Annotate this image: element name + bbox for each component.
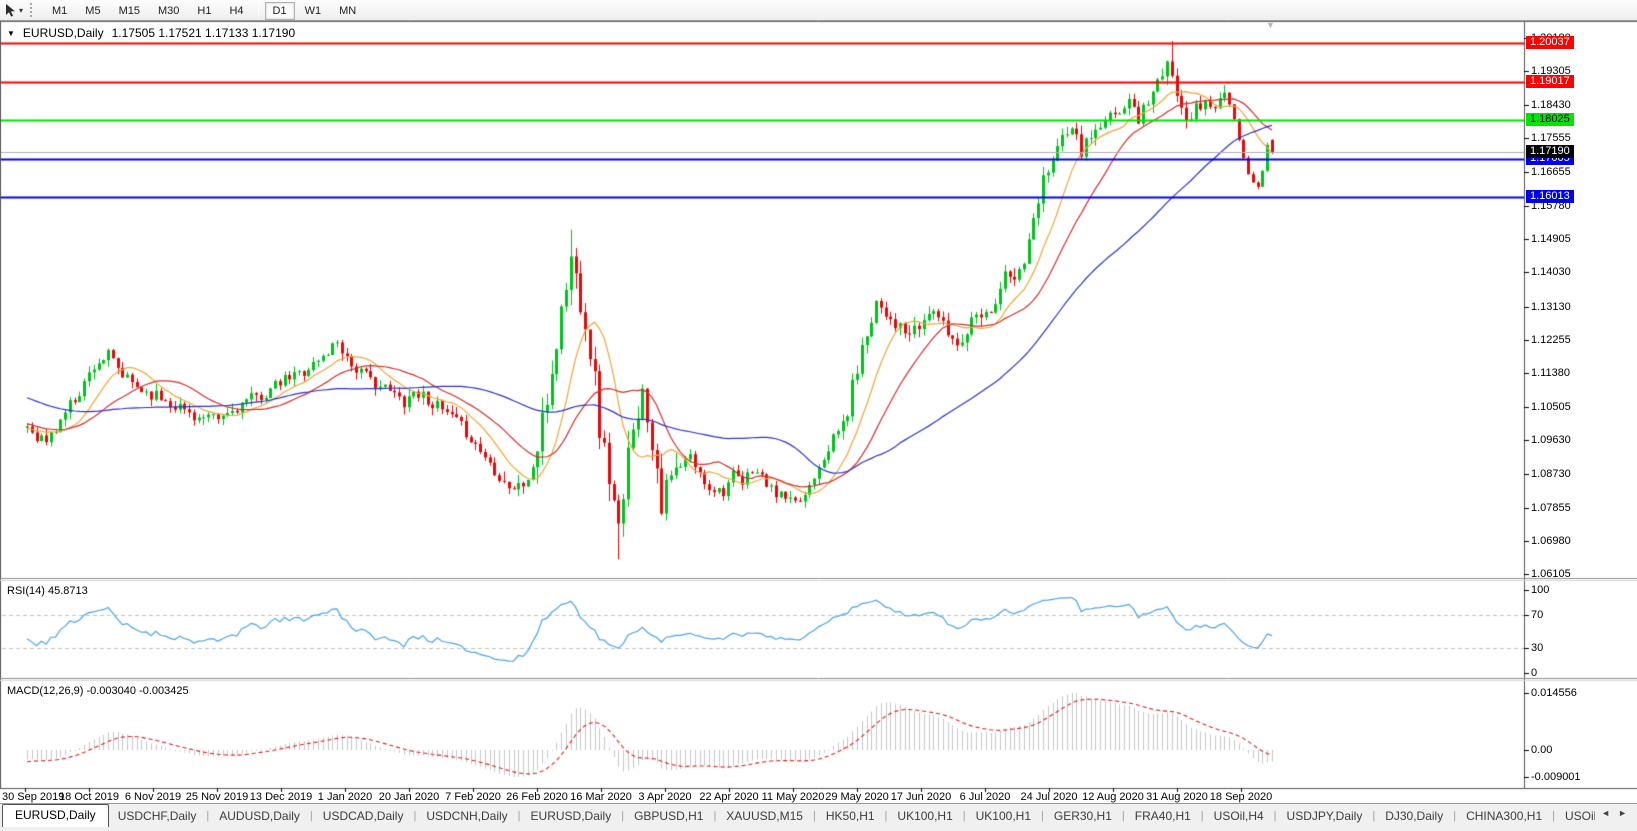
timeframe-button-h4[interactable]: H4 [229,4,244,17]
tab-separator: | [309,809,313,822]
chart-tab-audusd-daily[interactable]: AUDUSD,Daily [219,809,300,823]
tab-separator: | [713,809,717,822]
toolbar-grip[interactable] [30,3,37,17]
timeframe-button-h1[interactable]: H1 [197,4,212,17]
chart-tab-usdjpy-daily[interactable]: USDJPY,Daily [1286,809,1363,823]
chart-tabs: EURUSD,Daily USDCHF,Daily | AUDUSD,Daily | US… [0,804,1595,827]
chart-tab-ger30-h1[interactable]: GER30,H1 [1053,809,1112,823]
chart-shift-marker: ▼ [1266,20,1275,30]
chart-tab-dj30-daily[interactable]: DJ30,Daily [1385,809,1444,823]
pointer-tool-icon[interactable] [2,2,18,18]
tab-separator: | [962,809,966,822]
timeframe-button-m30[interactable]: M30 [157,4,180,17]
timeframe-button-mn[interactable]: MN [339,4,357,17]
tab-separator: | [1372,809,1376,822]
chart-tab-uk100-h1[interactable]: UK100,H1 [897,809,953,823]
tab-separator: | [206,809,210,822]
chart-tab-eurusd-daily[interactable]: EURUSD,Daily [2,804,109,827]
chart-symbol-label: EURUSD,Daily [22,26,104,40]
chart-tab-hk50-h1[interactable]: HK50,H1 [825,809,875,823]
chart-tab-usdchf-daily[interactable]: USDCHF,Daily [117,809,197,823]
tab-separator: | [884,809,888,822]
chart-tab-china300-h1[interactable]: CHINA300,H1 [1466,809,1543,823]
chart-tab-eurusd-daily[interactable]: EURUSD,Daily [530,809,612,823]
tab-separator: | [621,809,625,822]
chart-tab-usdcad-daily[interactable]: USDCAD,Daily [322,809,404,823]
tab-separator: | [1552,809,1555,822]
chart-title: ▼ EURUSD,Daily 1.17505 1.17521 1.17133 1… [7,26,295,40]
timeframe-button-m5[interactable]: M5 [85,4,101,17]
chart-ohlc-values: 1.17505 1.17521 1.17133 1.17190 [111,26,296,40]
rsi-label: RSI(14) 45.8713 [7,585,88,597]
tab-scroll-arrows: ◄ ► [1595,804,1637,818]
timeframe-button-d1[interactable]: D1 [264,1,295,20]
chart-tab-uk100-h1[interactable]: UK100,H1 [975,809,1032,823]
tab-separator: | [1453,809,1457,822]
tab-separator: | [812,809,816,822]
chart-tab-bar: EURUSD,Daily USDCHF,Daily | AUDUSD,Daily | US… [0,803,1637,831]
timeframe-button-w1[interactable]: W1 [304,4,322,17]
tab-scroll-right-icon[interactable]: ► [1618,808,1627,818]
chart-tab-usdcnh-daily[interactable]: USDCNH,Daily [426,809,508,823]
toolbar-separator [257,0,259,18]
pointer-dropdown-caret-icon[interactable]: ▾ [19,5,24,15]
tab-separator: | [1041,809,1044,822]
timeframe-button-m1[interactable]: M1 [52,4,68,17]
timeframe-button-m15[interactable]: M15 [118,4,140,17]
chart-tab-usoil-h4[interactable]: USOil,H4 [1213,809,1264,823]
tab-separator: | [517,809,521,822]
chart-tab-usoil-h[interactable]: USOil,H [1564,809,1596,823]
tab-separator: | [1121,809,1125,822]
timeframe-toolbar: ▾ M1 M5 M15 M30 H1 H4 D1 W1 MN [0,0,1637,21]
tab-separator: | [413,809,417,822]
chart-tab-fra40-h1[interactable]: FRA40,H1 [1134,809,1191,823]
chart-tab-xauusd-m15[interactable]: XAUUSD,M15 [726,809,803,823]
symbol-caret-icon[interactable]: ▼ [7,28,15,38]
macd-label: MACD(12,26,9) -0.003040 -0.003425 [7,685,189,697]
tab-scroll-left-icon[interactable]: ◄ [1601,808,1611,818]
chart-tab-gbpusd-h1[interactable]: GBPUSD,H1 [634,809,704,823]
tab-separator: | [1200,809,1204,822]
timeframe-buttons: M1 M5 M15 M30 H1 H4 D1 W1 MN [43,0,365,20]
tab-separator: | [1273,809,1277,822]
